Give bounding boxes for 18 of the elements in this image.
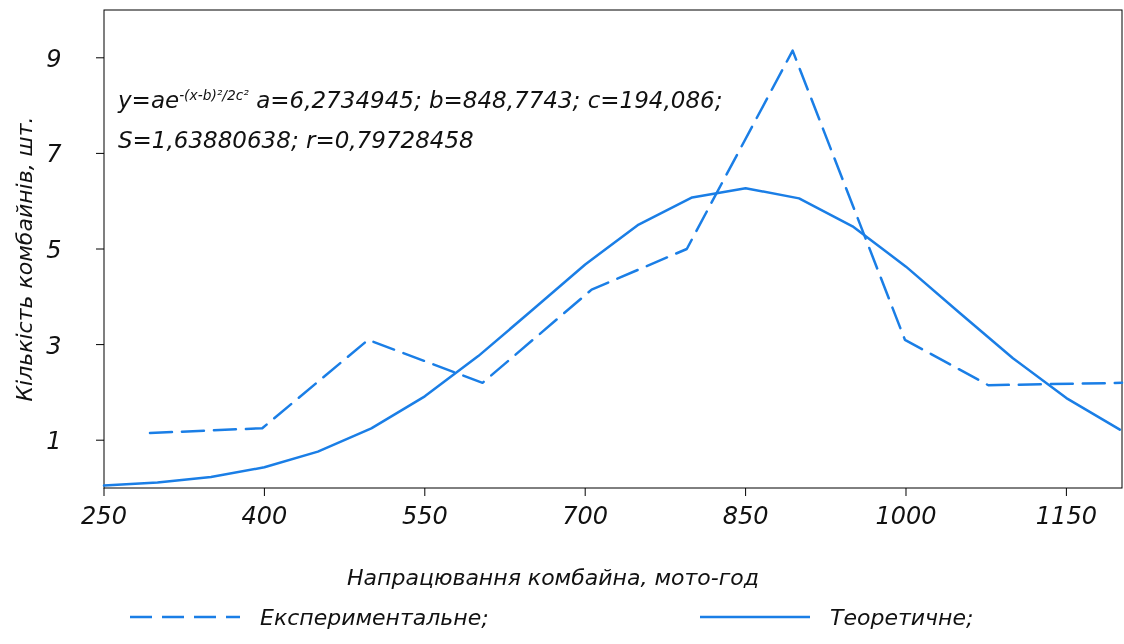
x-tick-label: 550: [401, 502, 448, 530]
x-tick-label: 1000: [875, 502, 937, 530]
x-tick-label: 700: [562, 502, 609, 530]
x-tick-label: 250: [81, 502, 127, 530]
y-tick-label: 5: [46, 236, 62, 264]
annotation: S=1,63880638; r=0,79728458: [118, 127, 474, 153]
y-tick-label: 3: [46, 331, 62, 360]
legend-label: Експериментальне;: [260, 605, 489, 630]
y-tick-label: 1: [46, 427, 62, 456]
x-tick-label: 1150: [1035, 502, 1097, 530]
y-tick-label: 9: [46, 44, 62, 73]
annotation: y=ae$^{-(x-b)²/2c²}$ a=6,2734945; b=848,7743; c=194,086;: [117, 87, 723, 113]
legend-label: Теоретичне;: [830, 605, 974, 630]
x-tick-label: 850: [722, 502, 769, 530]
y-tick-label: 7: [46, 140, 63, 169]
y-axis-title: Кількість комбайнів, шт.: [12, 116, 37, 402]
x-tick-label: 400: [241, 502, 288, 530]
x-axis-title: Напрацювання комбайна, мото-год: [347, 565, 759, 590]
